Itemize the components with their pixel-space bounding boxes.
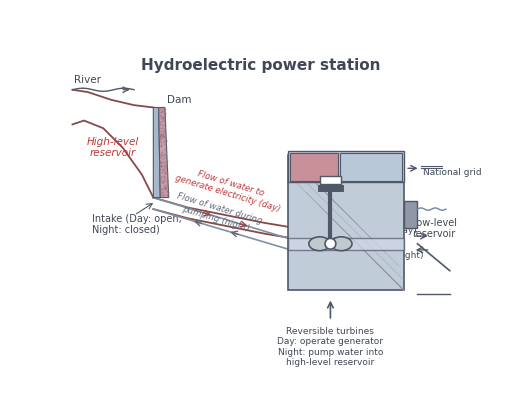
Bar	[288, 151, 403, 182]
Bar	[290, 153, 338, 181]
Bar	[340, 153, 402, 181]
Text: (Night): (Night)	[392, 251, 424, 260]
Circle shape	[325, 238, 336, 249]
Text: Flow of water to
generate electricity (day): Flow of water to generate electricity (d…	[174, 164, 284, 214]
Text: Flow of water during
pumping (night): Flow of water during pumping (night)	[173, 192, 263, 236]
Bar	[288, 237, 403, 250]
Text: Power station: Power station	[290, 154, 356, 164]
Text: Hydroelectric power station: Hydroelectric power station	[141, 58, 380, 73]
Polygon shape	[158, 107, 169, 198]
Text: National grid: National grid	[423, 168, 482, 177]
Bar	[288, 155, 403, 290]
Text: Intake (Day: open,
Night: closed): Intake (Day: open, Night: closed)	[92, 214, 181, 235]
Ellipse shape	[330, 237, 352, 251]
Text: Power lines: Power lines	[343, 164, 395, 173]
Text: Dam: Dam	[167, 95, 192, 105]
Text: Reversible turbines
Day: operate generator
Night: pump water into
high-level res: Reversible turbines Day: operate generat…	[277, 327, 384, 367]
Bar	[403, 201, 418, 228]
Text: (Day): (Day)	[392, 226, 417, 235]
Text: Low-level
reservoir: Low-level reservoir	[410, 218, 457, 239]
Text: Generator: Generator	[291, 170, 336, 179]
Bar	[320, 176, 341, 184]
Polygon shape	[153, 107, 160, 198]
Ellipse shape	[309, 237, 330, 251]
Text: High-level
reservoir: High-level reservoir	[86, 137, 139, 158]
Text: River: River	[74, 75, 101, 85]
